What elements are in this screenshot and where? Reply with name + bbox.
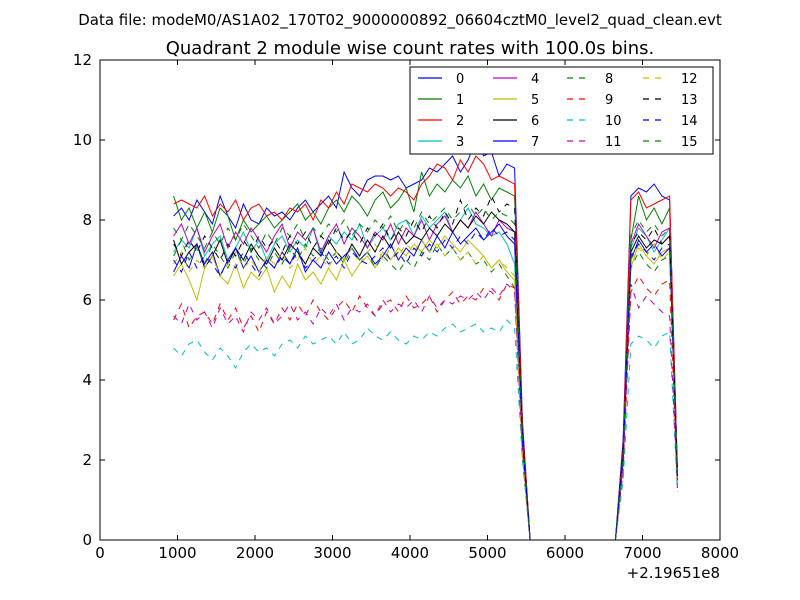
y-tick-label: 12	[73, 51, 92, 69]
y-tick-label: 10	[73, 131, 92, 149]
legend-label-11: 11	[605, 135, 622, 150]
series-line-9	[173, 274, 678, 541]
x-tick-label: 4000	[391, 544, 429, 562]
y-tick-label: 2	[82, 451, 92, 469]
legend-label-0: 0	[456, 72, 464, 87]
legend-label-9: 9	[605, 93, 613, 108]
legend-label-12: 12	[681, 72, 698, 87]
x-tick-label: 6000	[546, 544, 584, 562]
legend-label-6: 6	[531, 114, 539, 129]
y-tick-label: 6	[82, 291, 92, 309]
legend-label-5: 5	[531, 93, 539, 108]
y-tick-label: 4	[82, 371, 92, 389]
legend-box	[409, 66, 714, 155]
series-line-8	[173, 238, 678, 541]
legend-label-2: 2	[456, 114, 464, 129]
x-axis-offset-label: +2.19651e8	[627, 564, 720, 582]
x-tick-label: 7000	[623, 544, 661, 562]
legend-label-4: 4	[531, 72, 539, 87]
chart-title: Quadrant 2 module wise count rates with …	[166, 38, 655, 59]
legend-label-13: 13	[681, 93, 698, 108]
legend-label-15: 15	[681, 135, 698, 150]
x-tick-label: 2000	[236, 544, 274, 562]
legend-label-7: 7	[531, 135, 539, 150]
x-tick-label: 0	[95, 544, 105, 562]
legend-label-10: 10	[605, 114, 622, 129]
x-tick-label: 8000	[701, 544, 739, 562]
x-tick-label: 5000	[468, 544, 506, 562]
x-axis-ticks: 0 1000 2000 3000 4000 5000 6000 7000 8000	[95, 60, 739, 562]
legend-label-1: 1	[456, 93, 464, 108]
legend-label-3: 3	[456, 135, 464, 150]
x-tick-label: 1000	[158, 544, 196, 562]
series-line-13	[173, 194, 678, 541]
x-tick-label: 3000	[313, 544, 351, 562]
y-tick-label: 8	[82, 211, 92, 229]
legend-label-14: 14	[681, 114, 698, 129]
y-tick-label: 0	[82, 531, 92, 549]
datafile-header: Data file: modeM0/AS1A02_170T02_90000008…	[78, 11, 722, 30]
series-line-10	[173, 319, 678, 541]
legend-label-8: 8	[605, 72, 613, 87]
